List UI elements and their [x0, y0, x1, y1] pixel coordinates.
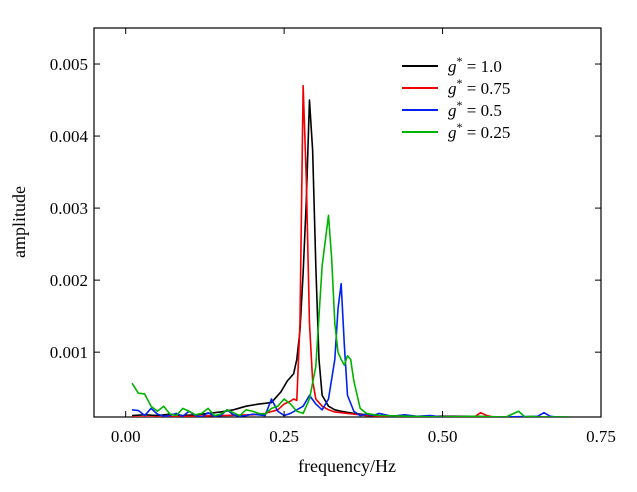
series-line-1: [131, 99, 570, 417]
legend-label-2: g* = 0.75: [448, 76, 510, 98]
y-tick-label: 0.004: [50, 127, 89, 146]
legend-label-4: g* = 0.25: [448, 120, 510, 142]
x-tick-label: 0.75: [586, 427, 616, 446]
plot-frame: [93, 27, 602, 418]
y-tick-label: 0.005: [50, 55, 88, 74]
y-axis-ticks: 0.001 0.002 0.003 0.004 0.005: [50, 55, 601, 362]
y-axis-label: amplitude: [9, 186, 29, 258]
series-line-4: [131, 214, 570, 417]
x-axis-label: frequency/Hz: [298, 456, 396, 476]
legend-label-3: g* = 0.5: [448, 98, 502, 120]
y-tick-label: 0.003: [50, 199, 88, 218]
x-tick-label: 0.25: [269, 427, 299, 446]
x-tick-label: 0.50: [428, 427, 458, 446]
legend-label-1: g* = 1.0: [448, 54, 502, 76]
series-layer: [131, 84, 570, 417]
x-tick-label: 0.00: [111, 427, 141, 446]
y-tick-label: 0.002: [50, 271, 88, 290]
x-axis-ticks: 0.00 0.25 0.50 0.75: [111, 28, 616, 446]
series-line-3: [131, 282, 570, 417]
y-tick-label: 0.001: [50, 343, 88, 362]
legend: g* = 1.0g* = 0.75g* = 0.5g* = 0.25: [402, 54, 510, 142]
